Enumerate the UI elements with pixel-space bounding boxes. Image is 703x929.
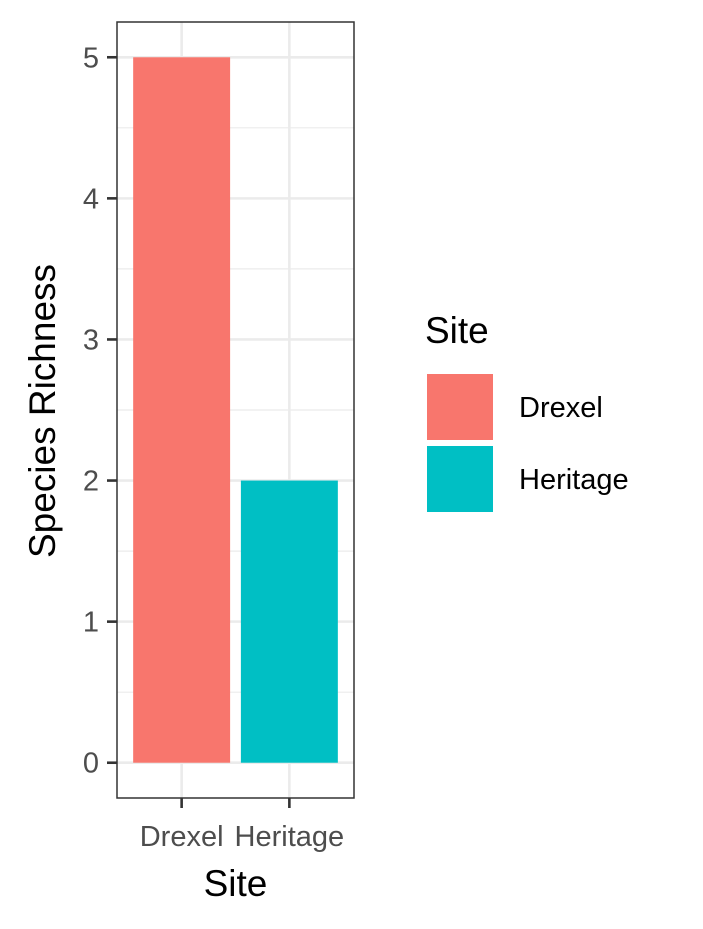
bar-drexel [133, 57, 231, 763]
y-axis-title: Species Richness [22, 264, 63, 558]
legend-key-heritage [427, 446, 493, 512]
bar-heritage [240, 480, 338, 763]
y-tick-label: 3 [83, 324, 99, 356]
y-tick-label: 4 [83, 183, 99, 215]
x-tick-label: Heritage [235, 821, 345, 853]
x-axis-title: Site [204, 863, 268, 904]
y-axis: 0 1 2 3 4 5 [83, 42, 117, 780]
bars [133, 57, 338, 763]
y-tick-label: 1 [83, 607, 99, 639]
x-axis: Drexel Heritage [140, 798, 344, 853]
y-tick-label: 0 [83, 748, 99, 780]
plot-panel-border [116, 21, 355, 799]
legend-title: Site [425, 310, 489, 351]
legend-label: Heritage [519, 464, 629, 496]
legend-label: Drexel [519, 392, 603, 424]
legend-key-drexel [427, 374, 493, 440]
y-tick-label: 5 [83, 42, 99, 74]
y-tick-label: 2 [83, 466, 99, 498]
legend: Site Drexel Heritage [425, 310, 629, 512]
x-tick-label: Drexel [140, 821, 224, 853]
